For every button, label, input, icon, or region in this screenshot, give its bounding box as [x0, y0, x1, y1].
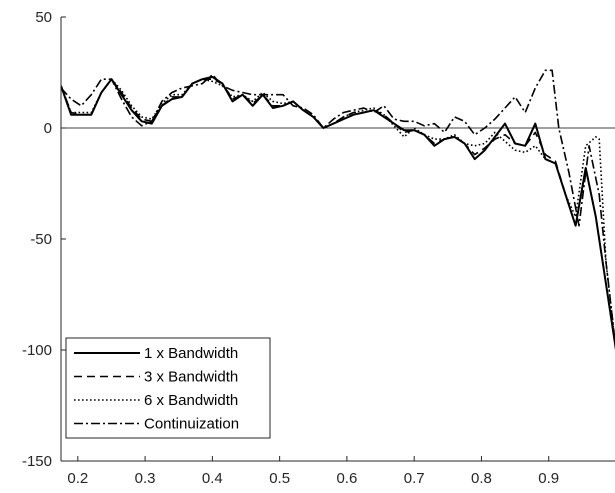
- legend-label-2: 3 x Bandwidth: [144, 369, 238, 386]
- series-line-3: [61, 78, 615, 349]
- x-tick-label: 0.8: [471, 470, 492, 487]
- x-tick-label: 0.2: [67, 470, 88, 487]
- y-tick-label: 50: [35, 9, 52, 26]
- x-tick-label: 0.3: [135, 470, 156, 487]
- y-tick-label: -50: [30, 231, 52, 248]
- x-tick-label: 0.7: [404, 470, 425, 487]
- x-tick-label: 0.6: [336, 470, 357, 487]
- y-tick-label: 0: [44, 120, 52, 137]
- legend-label-4: Continuization: [144, 416, 239, 433]
- series-line-4: [61, 69, 615, 349]
- legend-box: [65, 337, 271, 439]
- series-line-2: [61, 78, 615, 349]
- legend-label-3: 6 x Bandwidth: [144, 392, 238, 409]
- legend-items: 1 x Bandwidth 3 x Bandwidth 6 x Bandwidth C…: [74, 345, 239, 433]
- legend-label-1: 1 x Bandwidth: [144, 345, 238, 362]
- series-line-1: [61, 75, 615, 351]
- x-tick-label: 0.4: [202, 470, 223, 487]
- x-tick-label: 0.5: [269, 470, 290, 487]
- x-tick-label: 0.9: [538, 470, 559, 487]
- y-tick-label: -100: [22, 342, 52, 359]
- legend: 1 x Bandwidth 3 x Bandwidth 6 x Bandwidth C…: [65, 337, 271, 439]
- series-layer: [61, 69, 615, 351]
- axes: 0.2 0.3 0.4 0.5 0.6 0.7 0.8 0.9 50 0 -50 -100 -150: [22, 9, 615, 487]
- y-tick-label: -150: [22, 453, 52, 470]
